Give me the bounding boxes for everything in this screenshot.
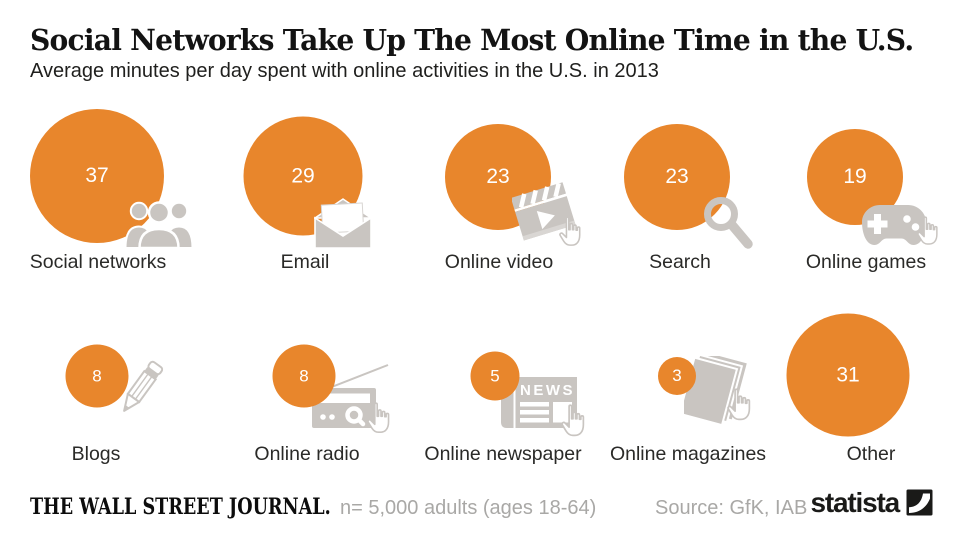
bubble-value: 8 [299, 366, 309, 385]
page-subtitle: Average minutes per day spent with onlin… [30, 60, 659, 82]
bubble-online-radio: 8 [272, 344, 336, 408]
people-icon [124, 201, 194, 248]
bubble-value: 29 [291, 164, 315, 187]
bubble-value: 5 [490, 366, 500, 385]
bubble-value: 31 [836, 363, 860, 386]
sample-size-note: n= 5,000 adults (ages 18-64) [340, 497, 597, 519]
bubble-value: 23 [486, 165, 510, 188]
bubble-blogs: 8 [65, 344, 129, 408]
bubble-other: 31 [786, 313, 910, 437]
hand-cursor-icon [917, 216, 938, 245]
category-label: Other [846, 443, 896, 465]
gamepad-icon [862, 205, 938, 245]
source-note: Source: GfK, IAB [655, 497, 808, 519]
bubble-value: 23 [665, 165, 689, 188]
magnifier-icon [704, 197, 753, 249]
category-label: Online newspaper [424, 443, 582, 465]
bubble-search: 23 [624, 124, 730, 230]
statista-logo-mark-icon [906, 489, 933, 516]
category-label: Email [280, 251, 330, 273]
bubble-social-networks: 37 [30, 109, 164, 243]
page-title: Social Networks Take Up The Most Online … [30, 23, 914, 57]
clapperboard-icon [512, 182, 581, 246]
hand-cursor-icon [367, 402, 390, 434]
hand-cursor-icon [561, 404, 585, 437]
pencil-icon [123, 360, 164, 412]
category-label: Social networks [29, 251, 167, 273]
bubble-online-newspaper: 5 [470, 351, 520, 401]
category-label: Online games [805, 251, 927, 273]
envelope-icon [314, 198, 372, 249]
hand-cursor-icon [559, 216, 581, 246]
statista-logo-text: statista [810, 487, 901, 518]
bubble-value: 37 [85, 164, 109, 187]
category-label: Online radio [254, 443, 360, 465]
wsj-logo: THE WALL STREET JOURNAL. [30, 494, 331, 520]
bubble-value: 3 [672, 366, 682, 385]
radio-icon [312, 364, 390, 434]
category-label: Online magazines [609, 443, 767, 465]
category-label: Search [649, 251, 711, 273]
category-label: Online video [444, 251, 554, 273]
hand-cursor-icon [727, 388, 751, 421]
bubble-value: 19 [843, 165, 867, 188]
newspaper-icon: NEWS [501, 377, 585, 437]
bubble-online-video: 23 [445, 124, 551, 230]
statista-logo: statista [810, 487, 933, 518]
category-label: Blogs [71, 443, 121, 465]
bubble-online-magazines: 3 [658, 357, 696, 395]
newspaper-banner-text: NEWS [520, 382, 575, 399]
bubble-value: 8 [92, 366, 102, 385]
magazines-icon [684, 356, 751, 427]
